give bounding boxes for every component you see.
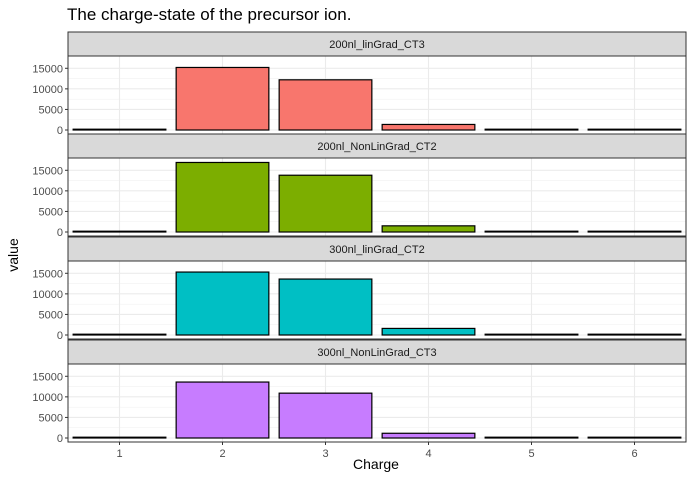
bar (587, 333, 682, 336)
facet-strip-label: 300nl_NonLinGrad_CT3 (317, 347, 436, 359)
bar (381, 225, 476, 233)
facet-panel: 200nl_linGrad_CT3 0 5000 10000 15000 (32, 31, 687, 137)
bar (72, 436, 167, 439)
bar (72, 230, 167, 233)
bar (175, 271, 270, 336)
bar (175, 161, 270, 233)
y-tick-label: 10000 (32, 84, 63, 96)
bar (278, 278, 373, 336)
bar (381, 327, 476, 336)
y-tick-label: 0 (57, 125, 63, 137)
x-tick-label: 3 (322, 448, 328, 460)
facet-strip (67, 31, 687, 57)
y-tick-label: 15000 (32, 371, 63, 383)
panel-background (68, 364, 686, 442)
y-tick-label: 5000 (39, 309, 63, 321)
y-tick-label: 15000 (32, 268, 63, 280)
bar (484, 230, 579, 233)
y-tick-label: 0 (57, 330, 63, 342)
x-axis: 1 2 3 4 5 6 (116, 442, 638, 460)
bar (175, 381, 270, 439)
y-tick-label: 10000 (32, 392, 63, 404)
bar (587, 128, 682, 131)
bar (587, 230, 682, 233)
y-tick-label: 10000 (32, 186, 63, 198)
facet-strip (67, 133, 687, 159)
y-tick-label: 0 (57, 227, 63, 239)
x-tick-label: 2 (219, 448, 225, 460)
panel-border (67, 363, 687, 443)
x-tick-label: 6 (631, 448, 637, 460)
facet-strip-label: 300nl_linGrad_CT2 (329, 244, 424, 256)
facet-strip-label: 200nl_NonLinGrad_CT2 (317, 141, 436, 153)
panel-border (67, 260, 687, 340)
panel-background (68, 158, 686, 236)
y-tick-label: 5000 (39, 104, 63, 116)
bar (484, 333, 579, 336)
facet-panel: 200nl_NonLinGrad_CT2 0 5000 10000 15000 (32, 133, 687, 239)
bar (72, 333, 167, 336)
x-axis-title: Charge (353, 456, 399, 472)
facet-strip-label: 200nl_linGrad_CT3 (329, 39, 424, 51)
panels-layer: 200nl_linGrad_CT3050001000015000200nl_No… (32, 31, 687, 445)
y-tick-label: 10000 (32, 289, 63, 301)
y-tick-label: 5000 (39, 206, 63, 218)
bar (484, 436, 579, 439)
bar (587, 436, 682, 439)
bar (484, 128, 579, 131)
facet-strip (67, 339, 687, 365)
x-tick-label: 1 (116, 448, 122, 460)
bar (278, 392, 373, 439)
x-tick-label: 4 (425, 448, 431, 460)
bar (278, 174, 373, 233)
facet-panel: 300nl_linGrad_CT2 0 5000 10000 15000 (32, 236, 687, 342)
bar (72, 128, 167, 131)
x-tick-label: 5 (528, 448, 534, 460)
panel-border (67, 157, 687, 237)
panel-background (68, 261, 686, 339)
panel-background (68, 56, 686, 134)
bar (175, 66, 270, 131)
bar (381, 432, 476, 439)
y-tick-label: 5000 (39, 412, 63, 424)
y-tick-label: 15000 (32, 165, 63, 177)
facet-strip (67, 236, 687, 262)
chart-title: The charge-state of the precursor ion. (67, 5, 351, 24)
facet-panel: 300nl_NonLinGrad_CT3 0 5000 10000 15000 (32, 339, 687, 445)
y-tick-label: 15000 (32, 63, 63, 75)
bar (278, 79, 373, 131)
y-tick-label: 0 (57, 433, 63, 445)
y-axis-title: value (5, 238, 21, 272)
bar (381, 123, 476, 131)
